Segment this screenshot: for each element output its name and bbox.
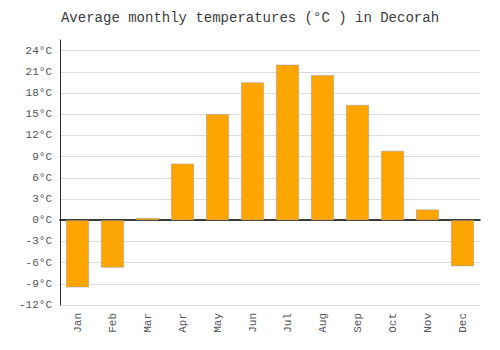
svg-text:-9°C: -9°C [26,278,53,290]
svg-text:Oct: Oct [387,313,399,333]
svg-text:18°C: 18°C [26,87,53,99]
svg-text:Sep: Sep [352,313,364,333]
svg-text:Nov: Nov [422,313,434,333]
svg-text:0°C: 0°C [32,214,52,226]
svg-text:Feb: Feb [107,313,119,333]
svg-text:-6°C: -6°C [26,257,53,269]
svg-text:Apr: Apr [177,313,189,333]
svg-text:Aug: Aug [317,313,329,333]
svg-text:Dec: Dec [457,313,469,333]
svg-text:21°C: 21°C [26,66,53,78]
svg-text:15°C: 15°C [26,108,53,120]
svg-text:6°C: 6°C [32,172,52,184]
svg-text:9°C: 9°C [32,151,52,163]
svg-text:Jun: Jun [247,313,259,333]
svg-text:Jan: Jan [72,313,84,333]
svg-text:3°C: 3°C [32,193,52,205]
svg-text:May: May [212,313,224,333]
svg-text:Jul: Jul [282,313,294,333]
svg-text:-12°C: -12°C [19,299,52,311]
svg-text:Average monthly temperatures (: Average monthly temperatures (°C ) in De… [61,10,439,26]
svg-text:-3°C: -3°C [26,235,53,247]
svg-text:12°C: 12°C [26,129,53,141]
svg-text:24°C: 24°C [26,45,53,57]
svg-text:Mar: Mar [142,313,154,333]
